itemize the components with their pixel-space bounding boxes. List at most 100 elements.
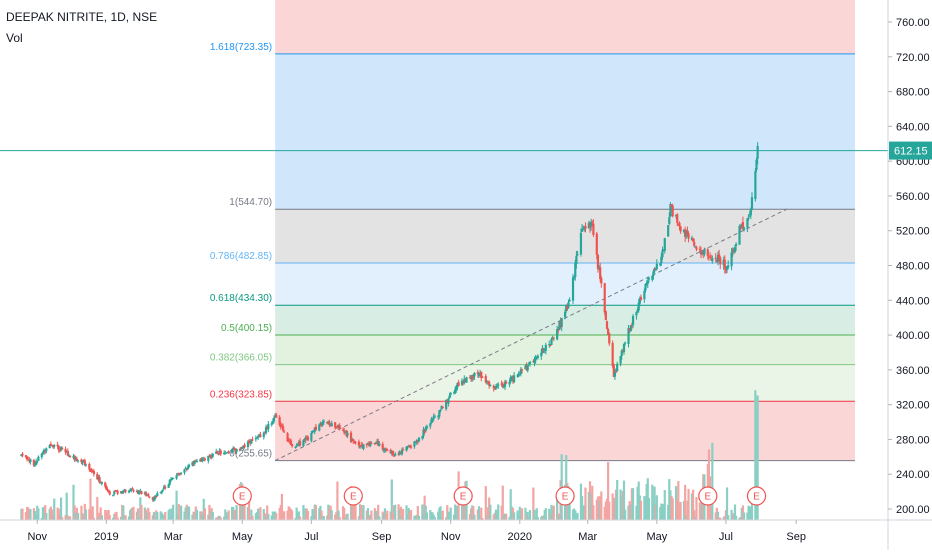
- volume-bar: [360, 505, 363, 520]
- volume-bar: [243, 499, 246, 520]
- volume-bar: [271, 511, 274, 520]
- candle-body: [167, 484, 170, 488]
- candle-body: [424, 427, 427, 432]
- volume-bar: [733, 504, 737, 520]
- volume-bar: [485, 515, 489, 520]
- volume-bar: [621, 491, 624, 520]
- candle-body: [297, 441, 301, 444]
- candle-body: [524, 365, 527, 370]
- candle-body: [361, 445, 364, 449]
- volume-bar: [406, 514, 409, 520]
- volume-bar: [208, 504, 211, 520]
- volume-bar: [663, 490, 666, 520]
- volume-bar: [105, 512, 108, 520]
- candle-body: [161, 489, 165, 491]
- candle-body: [423, 428, 426, 433]
- candle-body: [243, 444, 246, 448]
- candle-body: [678, 222, 681, 226]
- volume-bar: [163, 514, 166, 520]
- candle-body: [431, 419, 434, 421]
- y-tick-label: 640.00: [896, 121, 930, 133]
- volume-bar: [207, 514, 210, 520]
- candle-body: [377, 440, 380, 446]
- candle-body: [362, 444, 365, 449]
- candle-body: [587, 222, 590, 229]
- volume-bar: [279, 504, 282, 520]
- candle-body: [429, 423, 432, 427]
- earnings-marker-circle: [555, 486, 575, 506]
- volume-bar: [280, 493, 284, 520]
- candle-body: [727, 265, 730, 268]
- fib-zone: [275, 401, 855, 461]
- candle-body: [486, 381, 490, 383]
- candle-body: [391, 450, 395, 456]
- candle-body: [84, 464, 88, 466]
- volume-bar: [438, 507, 441, 520]
- volume-bar: [375, 511, 379, 520]
- volume-indicator-label[interactable]: Vol: [6, 31, 23, 45]
- candle-body: [715, 259, 718, 262]
- symbol-title[interactable]: DEEPAK NITRITE, 1D, NSE: [6, 10, 158, 24]
- candle-body: [230, 449, 234, 453]
- y-tick-label: 400.00: [896, 330, 930, 342]
- volume-bar: [755, 407, 758, 520]
- candle-body: [164, 486, 167, 489]
- volume-bar: [72, 484, 75, 520]
- candle-body: [635, 312, 638, 316]
- volume-bar: [338, 516, 341, 520]
- volume-bar: [682, 500, 686, 520]
- fib-zone: [275, 364, 855, 402]
- candle-body: [146, 494, 149, 496]
- candle-body: [660, 256, 663, 263]
- candle-body: [511, 376, 515, 382]
- volume-bar: [306, 510, 310, 520]
- candle-body: [91, 471, 94, 473]
- volume-bar: [56, 507, 59, 520]
- candle-body: [279, 424, 282, 428]
- volume-bar: [345, 514, 348, 520]
- x-tick-label: Sep: [786, 531, 806, 543]
- candle-body: [203, 458, 206, 461]
- candle-body: [707, 256, 711, 258]
- y-tick-label: 720.00: [896, 52, 930, 64]
- fib-level-label: 0(255.65): [229, 449, 272, 460]
- last-price-label: 612.15: [894, 146, 928, 158]
- fib-zones: [275, 0, 855, 461]
- candle-body: [194, 460, 197, 462]
- volume-bar: [28, 510, 31, 520]
- candle-body: [234, 449, 237, 452]
- volume-bar: [44, 505, 47, 520]
- volume-bar: [114, 512, 117, 520]
- volume-bar: [257, 508, 260, 520]
- volume-bar: [508, 516, 511, 520]
- volume-bar: [193, 512, 196, 520]
- volume-bar: [217, 515, 220, 520]
- candle-body: [542, 348, 545, 350]
- candle-body: [306, 436, 310, 441]
- candle-body: [341, 429, 345, 431]
- volume-bar: [104, 510, 107, 520]
- volume-bar: [230, 506, 234, 520]
- volume-bar: [635, 505, 638, 520]
- volume-bar: [136, 508, 140, 520]
- candle-body: [201, 459, 204, 461]
- volume-bar: [509, 489, 512, 520]
- volume-bar: [510, 506, 513, 520]
- candle-body: [59, 447, 63, 450]
- candle-body: [274, 415, 277, 417]
- volume-bar: [439, 506, 442, 520]
- fib-level-label: 0.236(323.85): [210, 389, 272, 400]
- volume-bar: [710, 491, 713, 520]
- volume-bar: [701, 499, 704, 520]
- candle-body: [275, 414, 278, 418]
- volume-bar: [305, 508, 308, 520]
- volume-bar: [590, 493, 593, 520]
- volume-bar: [107, 509, 110, 520]
- candle-body: [629, 325, 632, 332]
- volume-bar: [747, 505, 750, 520]
- volume-bar: [484, 486, 487, 520]
- volume-bar: [210, 508, 213, 520]
- candle-body: [106, 489, 109, 491]
